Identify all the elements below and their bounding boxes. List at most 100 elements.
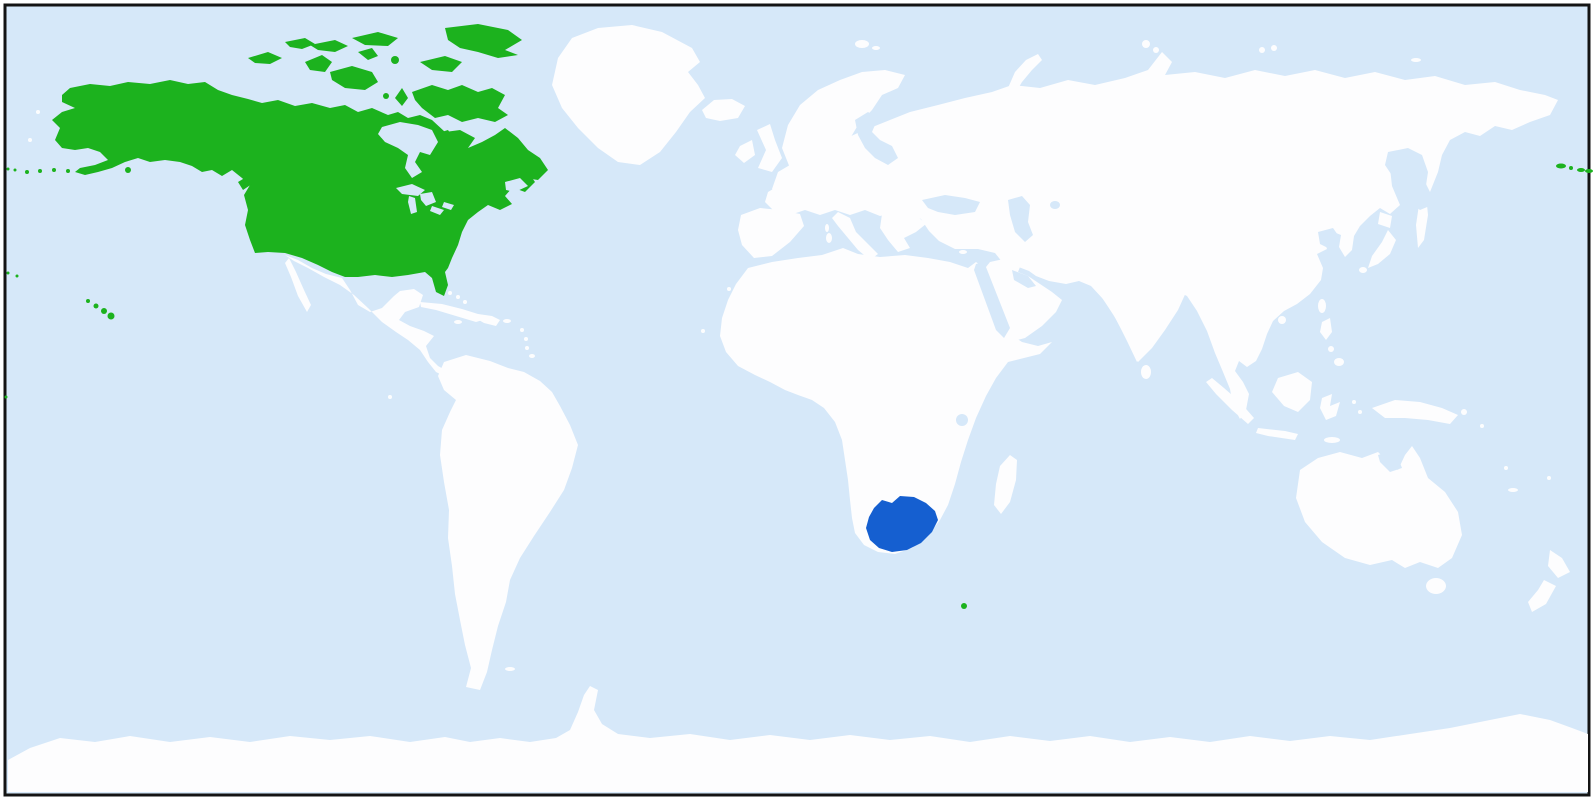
landmass-india	[1085, 258, 1195, 362]
region-aleutian-island-1	[93, 166, 97, 170]
landmass-moluccas	[1352, 400, 1356, 404]
landmass-sardinia	[826, 233, 832, 243]
landmass-kyushu	[1359, 267, 1367, 273]
landmass-new-siberian-islands	[1259, 47, 1265, 53]
landmass-lesser-antilles-3	[525, 346, 529, 350]
landmass-fiji	[1547, 476, 1551, 480]
landmass-italy	[832, 212, 878, 260]
landmass-antarctica	[8, 686, 1588, 792]
region-aleutians-far-west-4	[1585, 169, 1593, 173]
region-prince-of-wales-island	[358, 48, 378, 60]
landmass-novaya-zemlya	[1008, 54, 1042, 92]
landmass-honshu	[1368, 230, 1396, 268]
region-aleutian-island-2	[80, 168, 84, 172]
landmass-cyprus	[959, 250, 967, 254]
landmass-severnaya-zemlya	[1142, 40, 1150, 48]
region-king-william-island	[383, 93, 389, 99]
region-hawaii-maui	[101, 308, 107, 314]
region-aleutians-far-west-3	[1577, 168, 1585, 172]
water-hudson-bay	[378, 122, 438, 178]
water-baltic-sea	[855, 112, 898, 165]
landmass-anatolia	[938, 216, 1015, 246]
region-nw-hawaiian-island-1	[6, 271, 10, 275]
water-lake-ontario	[442, 202, 454, 210]
region-victoria-island	[330, 66, 378, 90]
water-lake-michigan	[408, 196, 417, 214]
region-aleutian-island-4	[52, 168, 56, 172]
water-persian-gulf	[1012, 270, 1036, 288]
landmass-cuba	[420, 302, 486, 322]
landmass-corsica	[825, 224, 829, 232]
landmass-svalbard-east	[872, 46, 880, 50]
landmass-solomon-islands	[1480, 424, 1484, 428]
landmass-sulawesi	[1320, 394, 1340, 420]
region-hawaii-oahu	[93, 303, 99, 309]
water-gulf-of-carpentaria	[1378, 450, 1402, 472]
landmass-eurasia	[772, 52, 1558, 419]
landmass-new-zealand-south	[1528, 580, 1556, 612]
water-lake-erie	[430, 206, 444, 215]
landmass-galapagos	[388, 395, 392, 399]
region-hawaii-kauai	[86, 299, 90, 303]
region-aleutians-far-west-2	[1569, 166, 1573, 170]
landmass-south-america	[438, 355, 578, 690]
landmass-nunivak-island	[28, 138, 32, 142]
landmass-falkland-islands	[505, 667, 515, 671]
landmass-visayas	[1328, 346, 1334, 352]
landmass-africa	[720, 248, 1052, 554]
highlight-blue-group	[866, 496, 938, 552]
landmass-bahamas-2	[456, 295, 460, 299]
landmass-mexico-central-america	[285, 255, 468, 382]
region-south-africa	[866, 496, 938, 552]
highlight-green-dot-group	[961, 603, 967, 609]
region-queen-elizabeth-islands	[352, 32, 398, 46]
water-lake-superior	[396, 184, 425, 196]
landmass-st-lawrence-island	[36, 110, 40, 114]
landmass-new-guinea	[1372, 400, 1458, 424]
landmass-mindanao	[1334, 358, 1344, 366]
landmass-madagascar	[994, 455, 1017, 514]
region-southampton-island	[432, 130, 455, 148]
landmass-bahamas	[448, 291, 452, 295]
landmass-jamaica	[454, 320, 462, 324]
landmass-taiwan	[1318, 299, 1326, 313]
landmass-new-zealand-north	[1548, 550, 1570, 578]
region-aleutians-far-west-1	[1556, 163, 1566, 169]
region-hawaii-big-island	[107, 312, 115, 320]
region-ellesmere-island	[445, 24, 522, 58]
landmass-sumatra	[1206, 378, 1254, 424]
landmass-canary-islands	[727, 287, 731, 291]
landmass-sri-lanka	[1141, 365, 1151, 379]
landmass-iceland	[702, 99, 745, 121]
region-queen-elizabeth-islands-2	[310, 40, 348, 52]
water-yellow-sea	[1318, 228, 1340, 250]
water-lake-victoria	[956, 414, 968, 426]
water-red-sea	[974, 262, 1010, 338]
region-vancouver-island	[238, 176, 252, 190]
landmass-iberia	[738, 208, 804, 258]
landmass-lesser-antilles	[520, 328, 524, 332]
landmass-bahamas-3	[463, 300, 467, 304]
region-melville-island	[248, 52, 282, 64]
region-boothia-peninsula	[395, 88, 408, 106]
landmass-moluccas-2	[1358, 410, 1362, 414]
landmass-baja-california	[285, 258, 311, 312]
region-devon-island	[420, 56, 462, 72]
landmass-new-siberian-islands-2	[1271, 45, 1277, 51]
region-aleutian-island-6	[25, 170, 29, 174]
landmass-puerto-rico	[503, 319, 511, 323]
region-kodiak-island	[125, 167, 131, 173]
landmass-timor	[1324, 437, 1340, 443]
landmass-great-britain	[757, 124, 782, 172]
water-gulf-of-st-lawrence	[505, 178, 528, 192]
landmass-hispaniola	[477, 314, 500, 326]
region-aleutian-island-7	[13, 168, 17, 172]
water-lake-huron	[420, 192, 436, 206]
landmass-lesser-antilles-2	[524, 337, 528, 341]
landmass-australia	[1296, 446, 1462, 568]
water-aral-sea	[1050, 201, 1060, 209]
landmass-denmark	[836, 148, 846, 162]
landmass-balkans-greece	[880, 210, 926, 252]
landmass-svalbard	[855, 40, 869, 48]
